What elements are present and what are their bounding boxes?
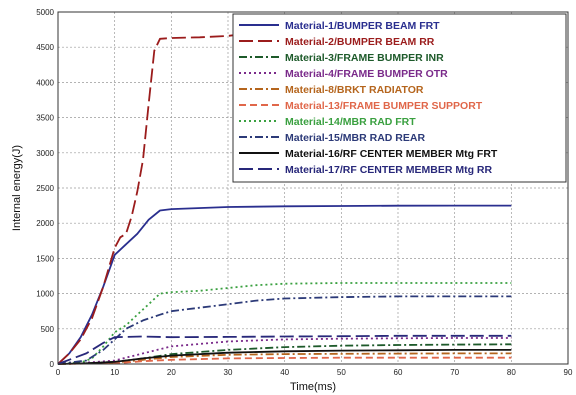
y-tick-label: 1500 [36, 254, 54, 263]
legend-label: Material-2/BUMPER BEAM RR [285, 36, 435, 48]
y-tick-label: 500 [41, 325, 55, 334]
series-line-10 [57, 334, 512, 365]
legend-box [232, 13, 567, 183]
series-line-3 [57, 343, 512, 365]
legend-label: Material-3/FRAME BUMPER INR [285, 52, 444, 64]
series-line-9 [57, 348, 512, 365]
y-tick-label: 2000 [36, 219, 54, 228]
y-tick-label: 0 [50, 360, 55, 369]
legend-label: Material-15/MBR RAD REAR [285, 132, 425, 144]
series-line-6 [57, 356, 512, 365]
tick-layer: 0 10 20 30 40 50 60 70 80 90 0 500 1000 1500 2000 2500 3… [36, 8, 573, 377]
legend-label: Material-1/BUMPER BEAM FRT [285, 20, 440, 32]
x-tick-label: 50 [337, 368, 346, 377]
x-tick-label: 80 [507, 368, 516, 377]
series-line-1 [57, 204, 512, 365]
plot-frame [57, 11, 569, 365]
y-tick-label: 2500 [36, 184, 54, 193]
series-line-7 [57, 282, 512, 365]
x-tick-label: 90 [564, 368, 573, 377]
legend-label: Material-8/BRKT RADIATOR [285, 84, 424, 96]
x-tick-label: 10 [110, 368, 119, 377]
legend-label: Material-14/MBR RAD FRT [285, 116, 416, 128]
y-tick-label: 5000 [36, 8, 54, 17]
legend-label: Material-17/RF CENTER MEMBER Mtg RR [285, 164, 493, 176]
y-tick-label: 1000 [36, 290, 54, 299]
x-tick-label: 20 [167, 368, 176, 377]
x-tick-label: 60 [394, 368, 403, 377]
x-tick-label: 70 [450, 368, 459, 377]
series-line-8 [57, 295, 512, 365]
x-tick-label: 0 [56, 368, 61, 377]
x-tick-label: 30 [224, 368, 233, 377]
y-tick-label: 4500 [36, 43, 54, 52]
legend-label: Material-16/RF CENTER MEMBER Mtg FRT [285, 148, 498, 160]
series-layer [57, 33, 512, 365]
series-line-4 [57, 337, 512, 365]
y-tick-label: 3000 [36, 149, 54, 158]
x-tick-label: 40 [280, 368, 289, 377]
y-tick-label: 4000 [36, 78, 54, 87]
legend-label: Material-4/FRAME BUMPER OTR [285, 68, 448, 80]
y-tick-label: 3500 [36, 114, 54, 123]
series-line-2 [57, 33, 240, 365]
legend-label: Material-13/FRAME BUMPER SUPPORT [285, 100, 483, 112]
series-line-5 [57, 352, 512, 365]
x-axis-title: Time(ms) [290, 381, 336, 393]
legend: Material-1/BUMPER BEAM FRT Material-2/BUM… [232, 13, 567, 183]
y-axis-title: Internal energy(J) [11, 145, 23, 231]
